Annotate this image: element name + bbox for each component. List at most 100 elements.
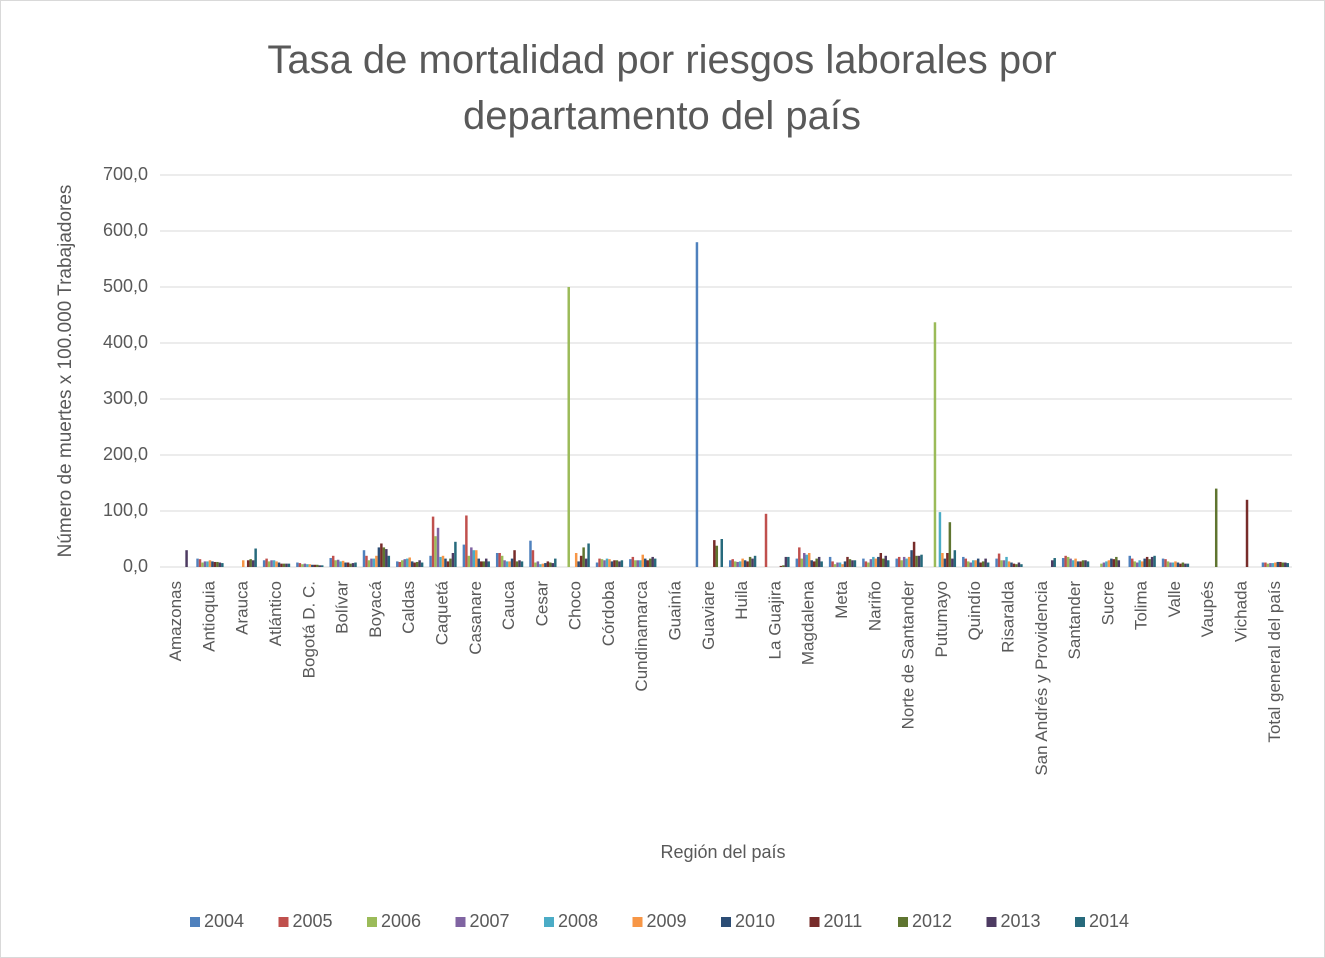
y-tick-label: 600,0 <box>103 220 148 240</box>
y-tick-label: 400,0 <box>103 332 148 352</box>
bar <box>838 562 842 567</box>
bar <box>1281 562 1285 567</box>
bar <box>1140 561 1144 567</box>
x-tick-label: Total general del país <box>1265 581 1284 743</box>
x-tick-label: Guaviare <box>699 581 718 650</box>
bar <box>495 553 499 567</box>
legend-label: 2006 <box>381 911 421 931</box>
bar <box>500 555 504 567</box>
bar <box>902 556 906 567</box>
bar <box>1179 563 1182 567</box>
bar <box>836 562 839 567</box>
bar <box>618 561 621 567</box>
bar <box>465 515 468 567</box>
bar <box>513 550 516 567</box>
x-tick-label: Huila <box>732 580 751 619</box>
bar <box>738 561 742 567</box>
bar <box>1153 555 1156 567</box>
legend-swatch <box>455 917 466 927</box>
bar <box>1271 563 1275 567</box>
bar <box>997 553 1001 567</box>
bar <box>377 547 381 567</box>
legend-swatch <box>544 917 554 927</box>
bar <box>815 558 818 567</box>
bar <box>1164 559 1167 567</box>
bar <box>241 560 245 567</box>
bar <box>185 550 188 567</box>
bar <box>301 564 304 567</box>
bar <box>920 554 923 567</box>
bar <box>441 555 445 567</box>
y-tick-label: 700,0 <box>103 164 148 184</box>
bar <box>251 560 255 567</box>
bar <box>1138 560 1141 567</box>
bar <box>828 556 832 567</box>
bar <box>1245 499 1249 567</box>
bar <box>941 553 944 567</box>
bar <box>480 561 483 567</box>
x-tick-label: Tolima <box>1132 580 1151 630</box>
bar <box>444 558 447 567</box>
bar <box>1012 563 1016 567</box>
bar <box>372 558 376 567</box>
bar <box>820 561 823 567</box>
bar <box>1017 562 1021 567</box>
bar <box>1266 563 1270 567</box>
legend-label: 2010 <box>735 911 775 931</box>
bar <box>613 560 616 567</box>
bar <box>398 561 402 567</box>
bar <box>629 559 632 567</box>
bar <box>867 562 870 567</box>
legend-label: 2005 <box>293 911 333 931</box>
legend-label: 2004 <box>204 911 244 931</box>
bar <box>354 562 357 567</box>
bar <box>198 559 202 567</box>
bar <box>1161 558 1165 567</box>
bar <box>446 561 450 567</box>
bar <box>408 557 411 567</box>
bar <box>270 560 273 567</box>
bar <box>387 555 391 567</box>
bar <box>1171 562 1175 567</box>
bar <box>520 561 524 567</box>
bar <box>784 556 788 567</box>
bar <box>764 513 768 567</box>
bar <box>1148 559 1151 567</box>
bar <box>1112 559 1116 567</box>
bar <box>728 560 732 567</box>
bar <box>951 558 954 567</box>
bar <box>753 555 757 567</box>
bar <box>1053 558 1056 567</box>
legend-swatch <box>986 917 997 927</box>
bar <box>267 561 271 567</box>
bar <box>1071 560 1075 567</box>
bar <box>367 560 371 567</box>
bar <box>915 555 918 567</box>
bar <box>869 559 873 567</box>
bar <box>751 558 754 567</box>
legend-label: 2013 <box>1001 911 1041 931</box>
legend-swatch <box>809 917 820 927</box>
bar <box>938 512 942 567</box>
bar <box>308 564 312 567</box>
bar <box>1261 562 1265 567</box>
bar <box>641 554 645 567</box>
bar <box>1066 556 1070 567</box>
legend-label: 2012 <box>912 911 952 931</box>
bar <box>529 540 532 567</box>
bar <box>303 563 307 567</box>
bar <box>1076 561 1080 567</box>
bar <box>713 540 716 567</box>
bar <box>782 565 785 567</box>
bar <box>218 562 222 567</box>
bar <box>272 560 276 567</box>
bar <box>318 565 321 567</box>
bar <box>413 562 416 567</box>
bar <box>574 553 578 567</box>
bar <box>515 561 519 567</box>
bar <box>897 556 901 567</box>
bar <box>262 560 266 567</box>
bar <box>334 560 337 567</box>
bar <box>510 558 514 567</box>
